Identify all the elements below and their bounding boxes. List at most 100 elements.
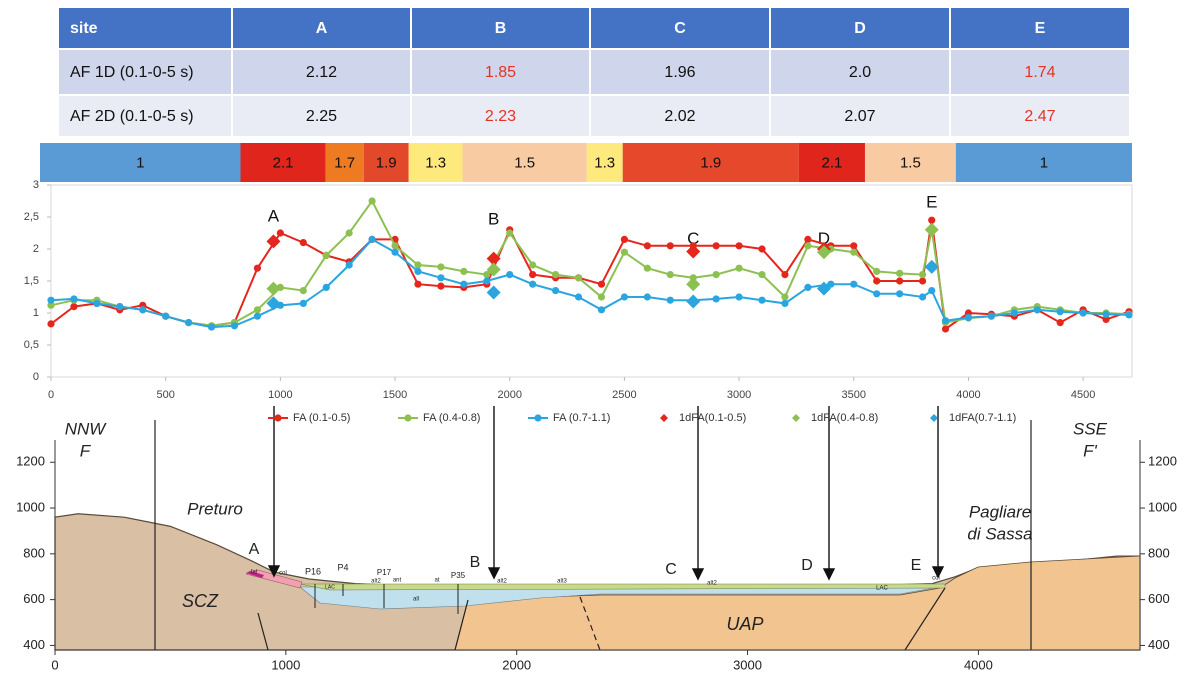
point <box>919 271 926 278</box>
point <box>919 293 926 300</box>
point <box>47 320 54 327</box>
band-label: 1.5 <box>900 154 921 171</box>
point <box>529 271 536 278</box>
point <box>93 300 100 307</box>
point <box>70 295 77 302</box>
series-line <box>51 201 1129 326</box>
point <box>758 271 765 278</box>
point <box>277 229 284 236</box>
cell-text: 2.0 <box>849 64 871 81</box>
section-label: D <box>801 557 813 574</box>
section-label: alt2 <box>371 579 381 585</box>
section-label: SSE <box>1073 419 1108 438</box>
band-label: 1.9 <box>700 154 721 171</box>
point <box>804 236 811 243</box>
point <box>621 236 628 243</box>
point <box>735 265 742 272</box>
arrow-head <box>693 569 703 579</box>
section-label: LAC <box>876 586 888 592</box>
point <box>1080 309 1087 316</box>
point <box>713 242 720 249</box>
band-label: 2.1 <box>821 154 842 171</box>
point <box>758 245 765 252</box>
point <box>300 287 307 294</box>
legend-swatch <box>792 414 800 422</box>
x-tick-label: 1000 <box>271 657 300 672</box>
point <box>850 242 857 249</box>
point <box>804 284 811 291</box>
point <box>208 323 215 330</box>
cell-text: 2.02 <box>664 108 695 125</box>
point <box>667 297 674 304</box>
cell-text: 2.47 <box>1024 108 1055 125</box>
point <box>988 313 995 320</box>
point <box>116 303 123 310</box>
section-label: all <box>413 597 419 603</box>
section-label: fal <box>251 570 257 576</box>
legend-swatch <box>534 414 541 421</box>
header-text: A <box>316 20 328 37</box>
y-tick-label: 2 <box>33 243 39 255</box>
x-tick-label: 4500 <box>1071 389 1095 401</box>
section-label: LAC <box>325 584 335 590</box>
x-tick-label: 1500 <box>383 389 407 401</box>
section-label: C <box>665 561 677 578</box>
band-label: 1 <box>136 154 144 171</box>
point <box>529 261 536 268</box>
point <box>735 242 742 249</box>
section-label: P35 <box>451 571 466 580</box>
point <box>644 242 651 249</box>
y-tick-label: 2,5 <box>24 211 39 223</box>
legend-label: FA (0.7-1.1) <box>553 412 610 424</box>
point <box>162 313 169 320</box>
header-text: D <box>854 20 866 37</box>
point <box>667 242 674 249</box>
point <box>919 277 926 284</box>
legend-label: FA (0.4-0.8) <box>423 412 480 424</box>
point <box>896 277 903 284</box>
point <box>346 261 353 268</box>
header-text: E <box>1035 20 1046 37</box>
point <box>965 314 972 321</box>
y-tick-label: 3 <box>33 179 39 191</box>
x-tick-label: 0 <box>48 389 54 401</box>
section-label: Preturo <box>187 499 243 518</box>
y-tick-label: 1 <box>33 307 39 319</box>
point <box>598 293 605 300</box>
x-tick-label: 3000 <box>727 389 751 401</box>
point <box>1125 311 1132 318</box>
section-label: ant <box>393 578 402 584</box>
point <box>575 293 582 300</box>
point <box>928 287 935 294</box>
point <box>369 197 376 204</box>
point <box>414 261 421 268</box>
point <box>873 290 880 297</box>
point <box>529 281 536 288</box>
diamond-point <box>686 277 700 291</box>
y-tick-label: 800 <box>1148 545 1170 560</box>
point <box>437 283 444 290</box>
cell-text: 2.12 <box>306 64 337 81</box>
point <box>1011 309 1018 316</box>
y-tick-label: 1200 <box>1148 454 1177 469</box>
point <box>483 277 490 284</box>
cell-text: 2.23 <box>485 108 516 125</box>
legend-label: 1dFA(0.1-0.5) <box>679 412 746 424</box>
point <box>254 265 261 272</box>
section-label: A <box>249 541 260 558</box>
band-label: 1.3 <box>594 154 615 171</box>
y-tick-label: 600 <box>1148 591 1170 606</box>
point <box>621 249 628 256</box>
diamond-point <box>487 286 501 300</box>
section-label: col <box>932 576 940 582</box>
section-label: F' <box>1083 441 1097 460</box>
point <box>139 306 146 313</box>
header-text: B <box>495 20 507 37</box>
band-label: 1.3 <box>425 154 446 171</box>
section-label: alt2 <box>497 579 507 585</box>
arrow-head <box>489 568 499 578</box>
site-arrows <box>269 406 943 579</box>
point <box>781 271 788 278</box>
point <box>506 271 513 278</box>
x-tick-label: 2500 <box>612 389 636 401</box>
